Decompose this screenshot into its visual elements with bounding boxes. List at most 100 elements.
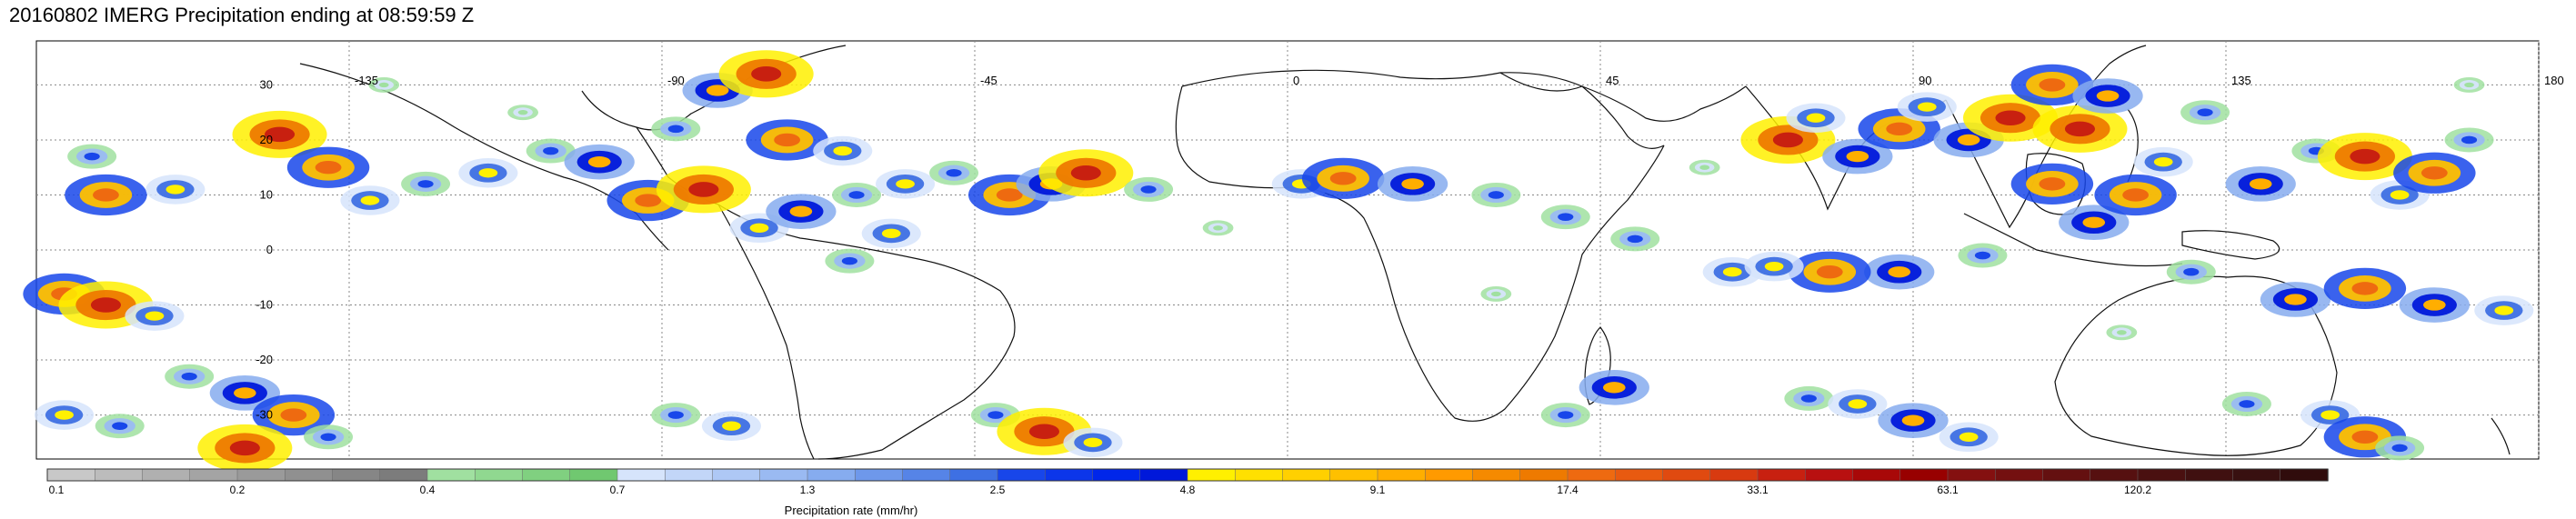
latitude-label: 20 <box>260 133 273 146</box>
coastline-arabia <box>1499 72 1747 122</box>
colorbar-swatch <box>997 468 1046 482</box>
latitude-label: -10 <box>256 298 273 312</box>
colorbar-swatch <box>1282 468 1331 482</box>
longitude-label: 0 <box>1293 74 1299 87</box>
colorbar-swatch <box>522 468 571 482</box>
coastline-africa <box>1175 85 1665 422</box>
precip-cell <box>368 76 400 93</box>
precip-cell <box>813 135 873 166</box>
colorbar-swatch <box>569 468 618 482</box>
colorbar-swatch <box>1092 468 1141 482</box>
coastline-north-africa <box>1181 69 1665 149</box>
coastline-south-america-west <box>717 204 815 460</box>
precip-cell <box>2453 76 2485 93</box>
coastline-australia <box>2054 275 2338 456</box>
precip-cell <box>2375 435 2425 461</box>
precip-cell <box>526 138 576 164</box>
coastline-new-zealand <box>2491 417 2511 455</box>
precip-cell <box>1377 166 1448 202</box>
precip-cell <box>2399 287 2470 323</box>
colorbar-swatch <box>1139 468 1188 482</box>
longitude-label: 90 <box>1919 74 1931 87</box>
precip-cell <box>2260 282 2331 317</box>
precip-cell <box>701 411 761 441</box>
colorbar-label: Precipitation rate (mm/hr) <box>785 504 918 517</box>
longitude-label: 180 <box>2544 74 2564 87</box>
precip-cell <box>2133 146 2193 177</box>
precip-cell <box>401 171 451 196</box>
precip-cell <box>1480 285 1512 302</box>
colorbar-swatch <box>426 468 476 482</box>
colorbar-swatch <box>1899 468 1949 482</box>
precip-cell <box>252 394 336 436</box>
precip-cell <box>286 146 370 188</box>
colorbar-swatch <box>1235 468 1284 482</box>
colorbar-swatch <box>1045 468 1094 482</box>
precip-cell <box>746 119 828 161</box>
colorbar-swatch <box>665 468 714 482</box>
colorbar-tick-label: 9.1 <box>1370 484 1386 496</box>
precip-cell <box>564 144 635 180</box>
precip-cell <box>1744 251 1804 282</box>
colorbar-swatch <box>1329 468 1378 482</box>
colorbar-swatch <box>1615 468 1664 482</box>
colorbar-swatch <box>2137 468 2186 482</box>
latitude-label: -30 <box>256 408 273 422</box>
colorbar-swatch <box>902 468 951 482</box>
axis-labels: -135 -90 -45 0 45 90 135 180 30 20 10 0 -10 -20 -30 <box>256 74 2564 422</box>
coastline-madagascar <box>1584 326 1611 405</box>
colorbar-swatch <box>236 468 286 482</box>
colorbar-swatch <box>1662 468 1711 482</box>
latitude-label: 30 <box>260 77 273 91</box>
precip-cell <box>1702 256 1762 287</box>
colorbar-swatch <box>616 468 666 482</box>
precip-cell <box>2094 174 2177 216</box>
colorbar-swatch <box>855 468 904 482</box>
colorbar-swatch <box>2042 468 2091 482</box>
precip-cell <box>67 144 117 169</box>
longitude-label: -135 <box>355 74 378 87</box>
precip-cell <box>1038 149 1134 197</box>
precip-cell <box>2059 205 2130 241</box>
precip-cell <box>125 301 185 331</box>
precip-cell <box>507 105 539 121</box>
colorbar-tick-label: 1.3 <box>800 484 816 496</box>
colorbar-swatch <box>1757 468 1806 482</box>
precip-cell <box>876 169 936 199</box>
precip-cell <box>2323 267 2407 309</box>
colorbar-swatch <box>475 468 524 482</box>
precip-cell <box>1897 92 1957 122</box>
precip-cell <box>929 160 979 185</box>
precip-cell <box>656 165 751 214</box>
precip-cell <box>1939 422 1999 453</box>
precip-cell <box>1789 251 1871 293</box>
longitude-label: -90 <box>667 74 685 87</box>
precip-cell <box>2393 152 2476 194</box>
precip-cell <box>197 424 293 472</box>
precip-cell <box>1878 403 1949 438</box>
latitude-label: 0 <box>266 243 273 256</box>
precip-cell <box>1540 403 1590 428</box>
precip-cell <box>1471 182 1521 207</box>
precip-cell <box>832 182 882 207</box>
colorbar-tick-label: 2.5 <box>990 484 1006 496</box>
colorbar-swatch <box>2090 468 2139 482</box>
precip-cell <box>2010 163 2094 205</box>
latitude-label: -20 <box>256 353 273 366</box>
colorbar-swatch <box>46 468 95 482</box>
colorbar-swatch <box>1425 468 1474 482</box>
colorbar-swatch <box>189 468 238 482</box>
precip-cell <box>1689 159 1720 175</box>
colorbar-swatch <box>1187 468 1236 482</box>
precip-cell <box>1063 427 1123 458</box>
colorbar-tick-label: 33.1 <box>1747 484 1769 496</box>
precipitation-layer <box>23 50 2534 472</box>
precip-cell <box>1124 176 1174 202</box>
coastline-new-guinea <box>2181 230 2280 260</box>
precip-cell <box>1828 389 1888 419</box>
precip-cell <box>1864 254 1935 290</box>
colorbar-swatch <box>1709 468 1759 482</box>
colorbar-swatch <box>95 468 144 482</box>
colorbar-swatch <box>379 468 428 482</box>
